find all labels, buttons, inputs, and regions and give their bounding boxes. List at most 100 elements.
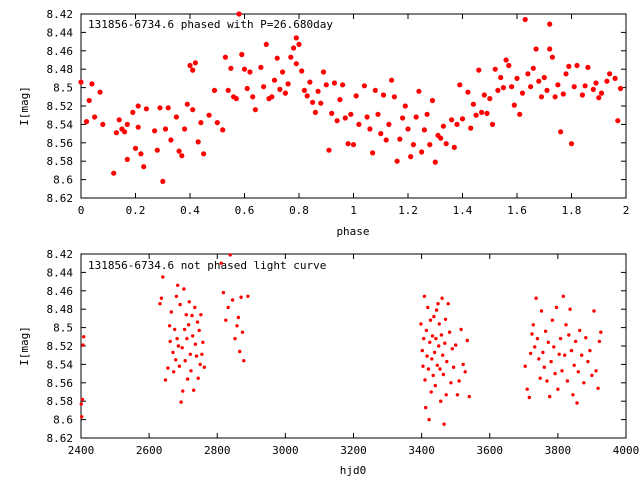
unphased-data-point bbox=[534, 296, 538, 300]
phased-data-point bbox=[495, 87, 501, 93]
phased-data-point bbox=[427, 142, 433, 148]
phased-data-point bbox=[269, 94, 275, 100]
phased-data-point bbox=[86, 97, 92, 104]
phased-data-point bbox=[291, 45, 297, 51]
unphased-data-point bbox=[188, 352, 192, 356]
unphased-y-tick-label: 8.44 bbox=[47, 266, 74, 279]
unphased-data-point bbox=[219, 261, 223, 265]
phased-data-point bbox=[228, 65, 234, 71]
phased-data-point bbox=[252, 107, 258, 113]
unphased-data-point bbox=[461, 362, 465, 367]
unphased-data-point bbox=[557, 352, 561, 356]
unphased-y-tick-label: 8.62 bbox=[47, 432, 74, 445]
unphased-data-point bbox=[183, 359, 187, 363]
phased-data-point bbox=[487, 96, 493, 102]
phased-data-point bbox=[356, 121, 362, 127]
phased-x-tick-label: 0.2 bbox=[126, 204, 146, 217]
unphased-data-point bbox=[166, 366, 170, 370]
phased-data-point bbox=[293, 61, 299, 67]
unphased-data-point bbox=[226, 305, 230, 310]
unphased-data-point bbox=[444, 393, 448, 397]
unphased-data-point bbox=[174, 294, 179, 298]
phased-data-point bbox=[179, 153, 185, 159]
unphased-data-point bbox=[192, 388, 196, 392]
unphased-data-point bbox=[584, 336, 588, 340]
unphased-data-point bbox=[425, 354, 429, 358]
unphased-data-point bbox=[194, 354, 199, 358]
phased-data-point bbox=[138, 151, 144, 157]
unphased-data-point bbox=[422, 336, 426, 341]
unphased-data-point bbox=[553, 371, 557, 376]
phased-data-point bbox=[345, 141, 351, 147]
unphased-data-point bbox=[228, 253, 232, 257]
phased-y-tick-label: 8.48 bbox=[47, 63, 74, 76]
phased-data-point bbox=[579, 92, 586, 98]
unphased-data-point bbox=[158, 302, 162, 306]
unphased-y-tick-label: 8.58 bbox=[47, 395, 74, 408]
phased-data-point bbox=[574, 62, 580, 69]
unphased-data-point bbox=[423, 378, 427, 382]
phased-data-point bbox=[459, 116, 466, 122]
unphased-x-axis-label: hjd0 bbox=[340, 464, 367, 477]
phased-data-point bbox=[470, 101, 476, 107]
phased-data-point bbox=[440, 123, 446, 129]
phased-data-point bbox=[473, 112, 479, 118]
unphased-data-point bbox=[240, 330, 245, 334]
phased-y-tick-label: 8.5 bbox=[53, 82, 73, 95]
unphased-data-point bbox=[436, 302, 440, 306]
phased-y-tick-label: 8.52 bbox=[47, 100, 74, 113]
phased-data-point bbox=[132, 145, 139, 151]
phased-data-point bbox=[394, 158, 400, 164]
phased-data-point bbox=[612, 75, 618, 81]
unphased-data-point bbox=[233, 336, 237, 341]
unphased-axis-ticks: 2400 2600 2800 3000 3200 3400 3600 3800 4000 8.42… bbox=[47, 248, 640, 457]
phased-data-point bbox=[201, 151, 207, 157]
unphased-data-point bbox=[434, 308, 439, 312]
phased-data-point bbox=[598, 90, 605, 96]
unphased-data-point bbox=[572, 363, 576, 367]
unphased-data-point bbox=[426, 367, 431, 371]
unphased-data-point bbox=[193, 342, 198, 346]
phased-data-point bbox=[416, 88, 422, 94]
phased-data-point bbox=[429, 97, 436, 104]
unphased-data-point bbox=[459, 327, 463, 332]
phased-data-point bbox=[301, 87, 307, 93]
phased-data-point bbox=[184, 101, 190, 107]
phased-data-point bbox=[451, 144, 457, 150]
unphased-data-point bbox=[451, 365, 456, 369]
unphased-data-point bbox=[428, 318, 433, 322]
unphased-data-point bbox=[573, 339, 578, 344]
unphased-x-tick-label: 2800 bbox=[204, 444, 231, 457]
unphased-data-point bbox=[445, 359, 449, 364]
unphased-data-point bbox=[467, 394, 471, 399]
unphased-data-point bbox=[161, 275, 165, 279]
unphased-data-point bbox=[189, 369, 193, 373]
unphased-data-point bbox=[450, 347, 454, 351]
unphased-data-point bbox=[187, 300, 191, 304]
phased-data-point bbox=[176, 148, 182, 154]
phased-data-point bbox=[247, 69, 253, 75]
phased-data-point bbox=[244, 85, 250, 92]
unphased-y-tick-label: 8.5 bbox=[53, 322, 73, 335]
phased-data-point bbox=[536, 78, 542, 84]
phased-x-tick-label: 0.6 bbox=[235, 204, 255, 217]
phased-data-point bbox=[370, 150, 376, 156]
phased-data-point bbox=[615, 118, 621, 124]
unphased-data-point bbox=[185, 336, 189, 341]
phased-data-point bbox=[220, 127, 226, 133]
unphased-data-point bbox=[196, 376, 200, 380]
phased-data-point bbox=[400, 115, 406, 121]
unphased-data-point bbox=[446, 302, 450, 306]
unphased-data-point bbox=[80, 397, 85, 402]
phased-data-point bbox=[558, 129, 564, 135]
phased-data-point bbox=[353, 93, 359, 99]
unphased-data-point bbox=[428, 340, 432, 344]
phased-data-point bbox=[315, 88, 321, 94]
phased-data-point bbox=[604, 78, 610, 84]
phased-data-point bbox=[143, 106, 149, 112]
unphased-data-point bbox=[236, 315, 241, 320]
unphased-data-point bbox=[596, 386, 600, 390]
phased-y-axis-label: I[mag] bbox=[18, 86, 31, 126]
unphased-data-point bbox=[542, 365, 546, 369]
unphased-data-point bbox=[443, 341, 447, 345]
